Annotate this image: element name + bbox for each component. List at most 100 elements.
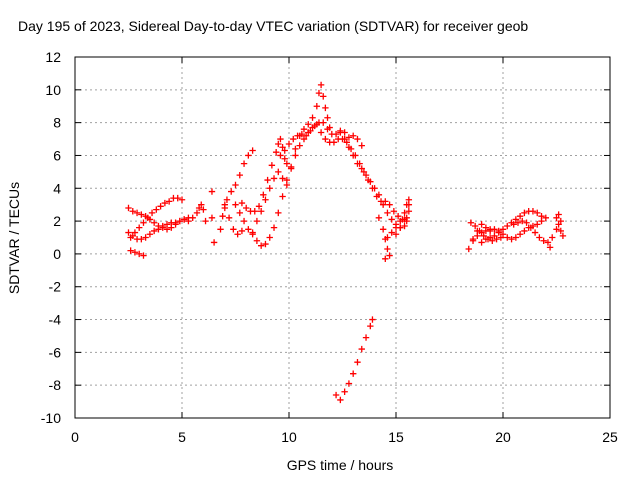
data-point: [172, 219, 179, 226]
data-point: [279, 175, 286, 182]
data-point: [195, 204, 203, 212]
data-point: [542, 214, 549, 222]
data-point: [251, 208, 258, 215]
data-point: [553, 226, 560, 233]
data-point: [221, 201, 228, 208]
y-tick-label: 8: [53, 115, 61, 131]
data-point: [238, 227, 246, 235]
data-point: [140, 252, 147, 259]
data-point: [281, 147, 288, 154]
data-point: [467, 219, 475, 226]
data-point: [332, 130, 340, 138]
data-point: [298, 130, 306, 138]
data-point: [534, 209, 541, 217]
data-point: [125, 229, 132, 236]
data-point: [362, 334, 370, 341]
data-point: [275, 209, 282, 217]
data-point: [217, 226, 224, 233]
data-point: [493, 235, 500, 243]
data-point: [495, 229, 502, 236]
data-point: [210, 239, 218, 246]
data-point: [317, 81, 325, 89]
data-point: [330, 139, 338, 146]
data-point: [270, 175, 278, 182]
y-tick-label: -2: [49, 279, 62, 295]
y-tick-label: 10: [45, 82, 61, 98]
data-point: [369, 316, 376, 323]
data-point: [559, 232, 567, 240]
data-point: [521, 227, 528, 235]
data-point: [129, 232, 136, 240]
data-point: [482, 227, 490, 235]
data-point: [382, 198, 389, 205]
data-point: [478, 221, 485, 228]
data-point: [264, 176, 271, 184]
data-point: [555, 221, 562, 228]
data-point: [275, 168, 282, 176]
data-point: [268, 162, 276, 169]
data-point: [337, 129, 344, 136]
data-point: [354, 160, 361, 167]
data-point: [519, 217, 526, 225]
data-point: [471, 222, 479, 230]
data-point: [131, 249, 139, 256]
data-point: [384, 209, 391, 217]
data-point: [245, 152, 252, 159]
data-point: [504, 222, 511, 230]
data-point: [219, 212, 226, 220]
data-point: [553, 214, 560, 222]
data-point: [358, 345, 365, 353]
data-point: [375, 214, 383, 222]
data-point: [266, 234, 273, 241]
data-point: [516, 212, 524, 220]
data-point: [345, 134, 353, 141]
data-point: [401, 216, 408, 223]
data-point: [544, 239, 552, 246]
data-point: [136, 224, 143, 231]
data-point: [386, 252, 393, 259]
data-point: [546, 244, 554, 251]
data-point: [367, 322, 374, 330]
x-axis-label: GPS time / hours: [287, 457, 394, 473]
grid-lines: [75, 57, 610, 418]
data-point: [279, 193, 286, 200]
y-tick-label: 12: [45, 49, 61, 65]
data-point: [249, 147, 256, 154]
data-point: [497, 234, 505, 241]
data-point: [127, 247, 134, 254]
y-tick-label: 0: [53, 246, 61, 262]
data-point: [324, 126, 331, 133]
data-point: [138, 235, 145, 243]
data-point: [358, 165, 365, 172]
data-point: [140, 219, 147, 226]
data-point: [296, 142, 303, 149]
data-point: [202, 217, 209, 225]
data-point: [257, 242, 265, 249]
data-point: [549, 234, 556, 241]
data-point: [281, 155, 288, 162]
data-point: [531, 229, 539, 236]
data-point: [153, 206, 160, 213]
data-point: [125, 204, 132, 212]
data-point: [315, 89, 323, 97]
data-point: [478, 239, 485, 246]
data-point: [382, 255, 389, 263]
data-point: [253, 217, 261, 225]
data-point: [180, 216, 188, 223]
y-tick-label: -10: [41, 410, 61, 426]
data-point: [510, 221, 517, 228]
data-point: [189, 214, 196, 222]
data-point: [392, 231, 400, 238]
data-point: [279, 144, 286, 151]
axis-ticks: [74, 56, 611, 419]
data-point: [309, 114, 316, 121]
data-point: [257, 208, 265, 215]
data-point: [277, 135, 284, 143]
data-point: [313, 103, 321, 110]
y-tick-label: -4: [49, 312, 62, 328]
data-point: [294, 132, 301, 139]
data-point: [200, 206, 207, 213]
data-point: [504, 234, 511, 241]
data-point: [401, 209, 408, 217]
